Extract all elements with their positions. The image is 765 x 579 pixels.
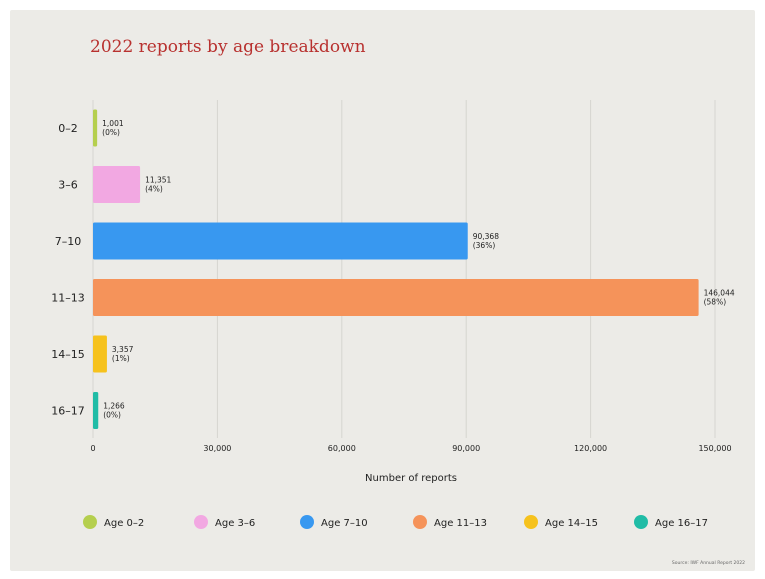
value-label: 3,357	[112, 345, 134, 354]
percent-label: (1%)	[112, 354, 130, 363]
legend-label: Age 0–2	[104, 518, 144, 529]
x-tick-label: 120,000	[574, 444, 607, 453]
value-label: 146,044	[704, 289, 735, 298]
legend-swatch	[524, 515, 538, 529]
percent-label: (0%)	[103, 411, 121, 420]
legend-swatch	[194, 515, 208, 529]
value-label: 90,368	[473, 232, 499, 241]
legend: Age 0–2 Age 3–6 Age 7–10 Age 11–13 Age 14–15…	[83, 515, 708, 529]
x-tick-label: 30,000	[203, 444, 231, 453]
percent-label: (36%)	[473, 241, 496, 250]
legend-item: Age 14–15	[524, 515, 598, 529]
legend-label: Age 7–10	[321, 518, 368, 529]
legend-swatch	[83, 515, 97, 529]
bar	[93, 166, 141, 203]
legend-item: Age 3–6	[194, 515, 255, 529]
percent-label: (58%)	[704, 298, 727, 307]
source-note: Source: IWF Annual Report 2022	[672, 560, 745, 566]
x-tick-label: 60,000	[328, 444, 356, 453]
legend-swatch	[634, 515, 648, 529]
bar	[93, 335, 107, 373]
value-label: 11,351	[145, 176, 171, 185]
legend-swatch	[300, 515, 314, 529]
chart-card: 2022 reports by age breakdown 0 30,000 60,…	[10, 10, 755, 571]
x-axis-title: Number of reports	[365, 473, 457, 484]
category-label: 16–17	[51, 405, 85, 418]
percent-label: (4%)	[145, 185, 163, 194]
legend-label: Age 16–17	[655, 518, 708, 529]
category-label: 14–15	[51, 348, 85, 361]
value-label: 1,266	[103, 402, 125, 411]
legend-label: Age 11–13	[434, 518, 487, 529]
x-tick-label: 90,000	[452, 444, 480, 453]
legend-label: Age 14–15	[545, 518, 598, 529]
labels-layer: 0 30,000 60,000 90,000 120,000 150,000 0–2 1,00…	[51, 119, 735, 453]
legend-item: Age 16–17	[634, 515, 708, 529]
legend-swatch	[413, 515, 427, 529]
legend-label: Age 3–6	[215, 518, 255, 529]
value-label: 1,001	[102, 119, 124, 128]
percent-label: (0%)	[102, 128, 120, 137]
category-label: 11–13	[51, 292, 85, 305]
chart-title: 2022 reports by age breakdown	[90, 37, 366, 57]
bar	[93, 392, 99, 429]
legend-item: Age 11–13	[413, 515, 487, 529]
bar	[93, 222, 468, 260]
legend-item: Age 0–2	[83, 515, 144, 529]
category-label: 3–6	[58, 179, 78, 192]
bar-chart: 2022 reports by age breakdown 0 30,000 60,…	[51, 37, 745, 566]
bars-layer	[93, 109, 699, 429]
grid-layer	[92, 100, 716, 438]
category-label: 7–10	[55, 235, 82, 248]
bar	[93, 109, 98, 147]
legend-item: Age 7–10	[300, 515, 368, 529]
x-tick-label: 150,000	[698, 444, 731, 453]
x-tick-label: 0	[90, 444, 95, 453]
category-label: 0–2	[58, 122, 78, 135]
bar	[93, 279, 699, 316]
